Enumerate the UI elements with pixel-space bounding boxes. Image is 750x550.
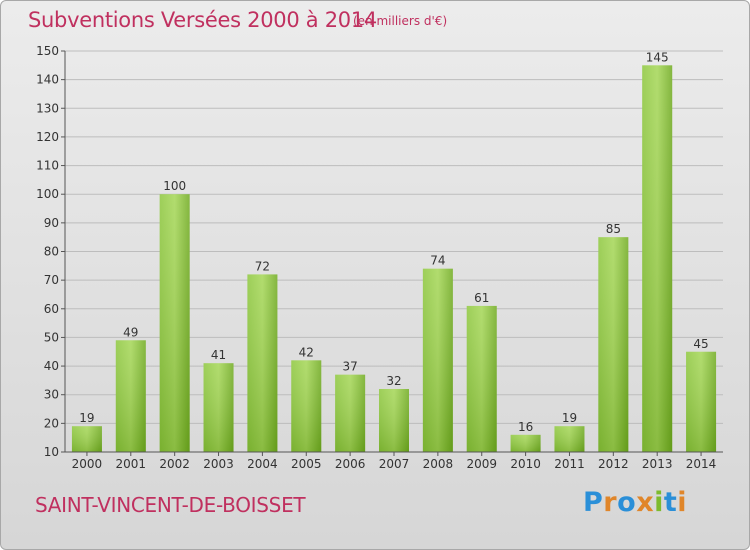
logo-letter: t (663, 487, 678, 518)
data-label: 72 (255, 259, 270, 273)
y-tick-label: 40 (44, 359, 59, 373)
proxiti-logo: Proxiti (583, 487, 687, 518)
y-tick-label: 20 (44, 416, 59, 430)
x-tick-label: 2008 (423, 457, 454, 471)
x-tick-label: 2001 (116, 457, 147, 471)
x-tick-label: 2010 (510, 457, 541, 471)
data-label: 42 (299, 345, 314, 359)
commune-name: SAINT-VINCENT-DE-BOISSET (35, 493, 306, 517)
x-tick-label: 2013 (642, 457, 673, 471)
y-tick-label: 80 (44, 245, 59, 259)
x-tick-label: 2011 (554, 457, 585, 471)
x-tick-label: 2014 (686, 457, 717, 471)
y-tick-label: 110 (36, 159, 59, 173)
unit-label: (en milliers d'€) (353, 14, 448, 28)
bars: 19 49 100 41 72 42 37 32 74 61 16 19 85 145 45 (71, 50, 717, 453)
y-tick-label: 60 (44, 302, 59, 316)
x-tick-label: 2012 (598, 457, 629, 471)
bar-shade (379, 388, 409, 452)
y-tick-label: 90 (44, 216, 59, 230)
axes: 10 20 30 40 50 60 70 80 90 100 110 120 130 140 150 2000… (36, 44, 723, 471)
data-label: 16 (518, 420, 533, 434)
data-label: 19 (79, 411, 94, 425)
data-label: 37 (342, 360, 357, 374)
y-tick-label: 130 (36, 101, 59, 115)
y-tick-label: 100 (36, 187, 59, 201)
bar-shade (642, 65, 673, 453)
chart-title: Subventions Versées 2000 à 2014 (28, 8, 377, 32)
data-label: 49 (123, 325, 138, 339)
bar-shade (203, 363, 234, 452)
data-label: 32 (386, 374, 401, 388)
logo-letter: i (677, 487, 688, 518)
bar-shade (291, 360, 322, 452)
data-label: 61 (474, 291, 489, 305)
x-tick-label: 2003 (203, 457, 234, 471)
data-label: 145 (646, 50, 669, 64)
y-tick-label: 120 (36, 130, 59, 144)
bar-shade (510, 434, 541, 452)
y-tick-label: 50 (44, 330, 59, 344)
y-tick-label: 150 (36, 44, 59, 58)
data-label: 74 (430, 254, 445, 268)
y-tick-label: 140 (36, 73, 59, 87)
logo-letter: r (603, 487, 618, 518)
bar-shade (247, 274, 278, 452)
bar-shade (422, 268, 453, 452)
x-tick-label: 2009 (466, 457, 497, 471)
bar-shade (335, 374, 366, 452)
x-tick-label: 2004 (247, 457, 278, 471)
bar-shade (115, 340, 146, 452)
data-label: 100 (163, 179, 186, 193)
x-tick-label: 2006 (335, 457, 366, 471)
bar-shade (71, 426, 102, 452)
data-label: 41 (211, 348, 226, 362)
bar-shade (598, 237, 629, 452)
data-label: 19 (562, 411, 577, 425)
data-label: 85 (606, 222, 621, 236)
bar-shade (686, 351, 717, 452)
x-tick-label: 2002 (159, 457, 190, 471)
x-tick-label: 2000 (72, 457, 103, 471)
y-tick-label: 30 (44, 388, 59, 402)
bar-shade (554, 426, 585, 452)
logo-letter: P (583, 487, 604, 518)
x-tick-label: 2005 (291, 457, 322, 471)
x-tick-label: 2007 (379, 457, 410, 471)
logo-letter: x (636, 487, 655, 518)
logo-letter: i (654, 487, 664, 518)
data-label: 45 (693, 337, 708, 351)
logo-letter: o (617, 487, 637, 518)
y-tick-label: 70 (44, 273, 59, 287)
bar-shade (159, 194, 190, 452)
y-tick-label: 10 (44, 445, 59, 459)
bar-shade (466, 305, 497, 452)
